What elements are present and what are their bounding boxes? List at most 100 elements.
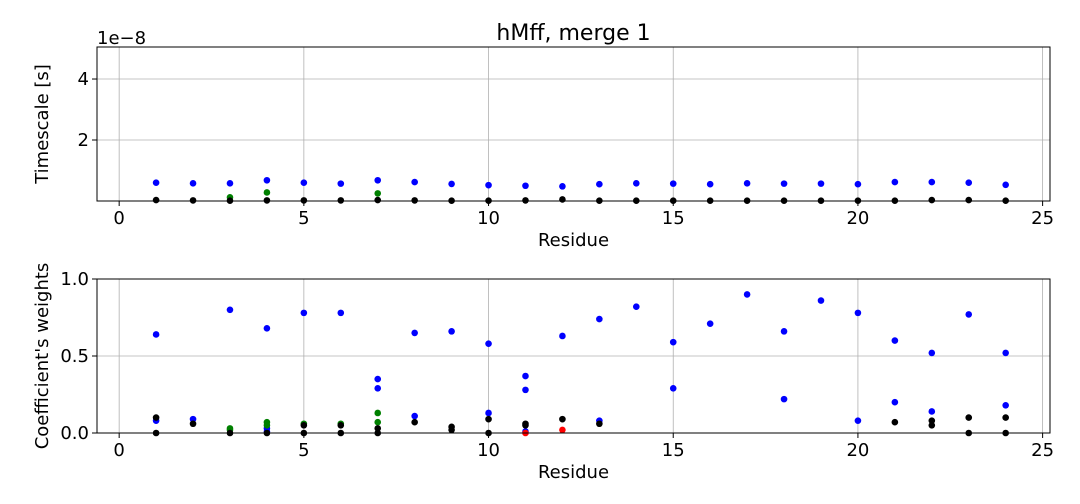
- weights-x-tick-label: 5: [298, 440, 309, 461]
- timescale-chart: 0 5 10 15 20 25 2 4 hMff, merge 1 1e−8 Residue…: [32, 21, 1054, 251]
- timescale-point: [263, 189, 271, 196]
- timescale-point: [817, 180, 825, 187]
- timescale-point: [1002, 181, 1009, 189]
- timescale-x-tick-label: 0: [113, 208, 124, 229]
- weights-x-tick-label: 15: [662, 440, 685, 461]
- weights-point: [374, 418, 382, 426]
- weights-point: [448, 328, 455, 335]
- timescale-point: [522, 197, 529, 204]
- weights-point: [374, 385, 382, 392]
- weights-point: [559, 426, 566, 434]
- timescale-point: [411, 197, 418, 204]
- timescale-point: [337, 180, 345, 187]
- weights-point: [448, 426, 455, 434]
- timescale-y-tick-label: 4: [78, 69, 89, 90]
- timescale-x-tick-label: 20: [846, 208, 869, 229]
- weights-point: [485, 340, 492, 347]
- weights-point: [189, 420, 197, 428]
- x-axis-label-bottom: Residue: [538, 462, 609, 483]
- timescale-point: [669, 180, 677, 187]
- timescale-plot-frame: [96, 46, 1051, 202]
- timescale-point: [189, 197, 197, 204]
- weights-point: [854, 309, 862, 317]
- y-axis-label-bottom: Coefficient's weights: [32, 263, 53, 450]
- weights-point: [374, 375, 382, 383]
- weights-point: [300, 422, 308, 429]
- timescale-point: [448, 180, 455, 188]
- weights-point: [1002, 414, 1009, 421]
- weights-point: [817, 297, 825, 304]
- timescale-point: [965, 179, 973, 187]
- timescale-point: [411, 178, 418, 186]
- weights-point: [965, 414, 973, 421]
- weights-point: [263, 324, 271, 332]
- timescale-point: [374, 190, 382, 197]
- timescale-point: [189, 180, 197, 187]
- weights-point: [928, 417, 936, 424]
- weights-point: [596, 315, 603, 323]
- weights-point: [411, 412, 418, 420]
- weights-point: [928, 408, 936, 415]
- weights-point: [780, 328, 788, 335]
- timescale-point: [632, 180, 640, 187]
- timescale-x-tick-label: 10: [477, 208, 500, 229]
- timescale-point: [337, 197, 345, 204]
- timescale-y-tick-label: 2: [78, 130, 89, 151]
- timescale-point: [374, 176, 382, 184]
- timescale-point: [263, 197, 271, 204]
- y-offset-label: 1e−8: [97, 28, 146, 49]
- timescale-point: [374, 196, 382, 204]
- weights-point: [522, 422, 529, 429]
- timescale-point: [891, 178, 899, 186]
- weights-point: [1002, 401, 1009, 409]
- timescale-point: [965, 196, 973, 204]
- weights-point: [522, 372, 529, 380]
- weights-point: [263, 422, 271, 429]
- weights-x-tick-label: 0: [113, 440, 124, 461]
- weights-y-tick-label: 0.5: [60, 346, 89, 367]
- timescale-point: [559, 183, 566, 190]
- y-axis-label-top: Timescale [s]: [32, 64, 53, 185]
- timescale-x-tick-label: 15: [662, 208, 685, 229]
- weights-point: [1002, 349, 1009, 357]
- weights-point: [780, 395, 788, 403]
- weights-x-tick-label: 20: [846, 440, 869, 461]
- weights-point: [152, 331, 160, 338]
- weights-point: [928, 422, 936, 429]
- timescale-point: [263, 176, 271, 184]
- weights-point: [337, 422, 345, 429]
- weights-point: [891, 418, 899, 426]
- weights-point: [300, 309, 308, 317]
- weights-x-tick-label: 25: [1031, 440, 1054, 461]
- weights-point: [596, 420, 603, 428]
- timescale-point: [596, 180, 603, 188]
- weights-point: [152, 414, 160, 421]
- timescale-point: [706, 180, 714, 188]
- timescale-point: [928, 178, 936, 186]
- weights-x-tick-label: 10: [477, 440, 500, 461]
- chart-title: hMff, merge 1: [496, 21, 650, 46]
- weights-point: [669, 385, 677, 392]
- timescale-point: [300, 197, 308, 204]
- weights-point: [411, 329, 418, 337]
- weights-point: [965, 311, 973, 318]
- weights-point: [891, 337, 899, 344]
- weights-point: [743, 291, 751, 298]
- weights-point: [374, 409, 382, 417]
- timescale-point: [485, 181, 492, 189]
- weights-point: [374, 425, 382, 432]
- timescale-point: [854, 180, 862, 188]
- weights-point: [632, 303, 640, 311]
- x-axis-label-top: Residue: [538, 230, 609, 251]
- timescale-point: [780, 180, 788, 187]
- timescale-point: [522, 182, 529, 190]
- weights-point: [559, 415, 566, 423]
- weights-y-tick-label: 0.0: [60, 423, 89, 444]
- weights-point: [485, 415, 492, 423]
- weights-y-tick-label: 1.0: [60, 269, 89, 290]
- timescale-point: [152, 179, 160, 187]
- weights-point: [411, 418, 418, 426]
- weights-point: [226, 306, 234, 314]
- weights-chart: 0 5 10 15 20 25 0.0 0.5 1.0 Residue Coefficient…: [32, 263, 1054, 483]
